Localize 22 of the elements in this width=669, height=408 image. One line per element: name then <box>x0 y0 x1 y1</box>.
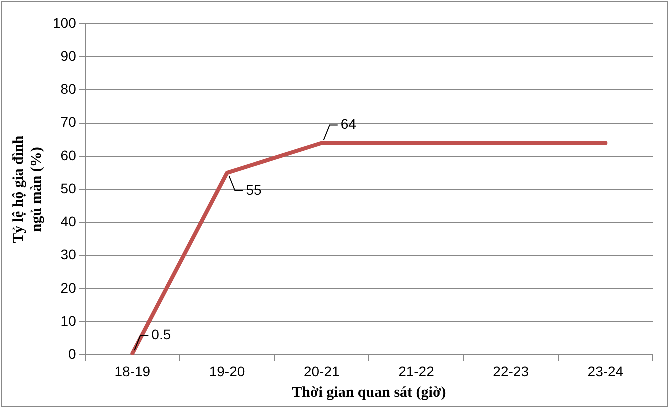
y-axis-title: Tỷ lệ hộ gia đình ngủ màn (%) <box>10 135 45 244</box>
x-tick-label: 23-24 <box>588 363 624 380</box>
data-label: 55 <box>246 182 262 198</box>
x-tick-label: 20-21 <box>304 363 340 380</box>
data-label: 64 <box>340 116 357 132</box>
x-tick-label: 21-22 <box>398 363 435 380</box>
x-tick-label: 19-20 <box>209 363 246 380</box>
y-tick-label: 0 <box>68 346 77 362</box>
y-tick-label: 20 <box>60 280 77 296</box>
y-tick-label: 10 <box>60 312 77 329</box>
x-tick-label: 22-23 <box>493 363 530 380</box>
y-tick-label: 30 <box>60 246 77 263</box>
x-tick-label: 18-19 <box>114 363 151 380</box>
x-axis-title: Thời gian quan sát (giờ) <box>292 384 446 401</box>
data-label: 0.5 <box>152 326 172 342</box>
y-tick-label: 100 <box>53 14 77 31</box>
y-tick-label: 70 <box>60 114 77 130</box>
y-tick-label: 90 <box>60 48 77 64</box>
y-tick-label: 50 <box>60 180 77 196</box>
y-tick-label: 80 <box>60 81 77 98</box>
y-tick-label: 60 <box>60 147 77 164</box>
y-tick-label: 40 <box>60 214 77 230</box>
